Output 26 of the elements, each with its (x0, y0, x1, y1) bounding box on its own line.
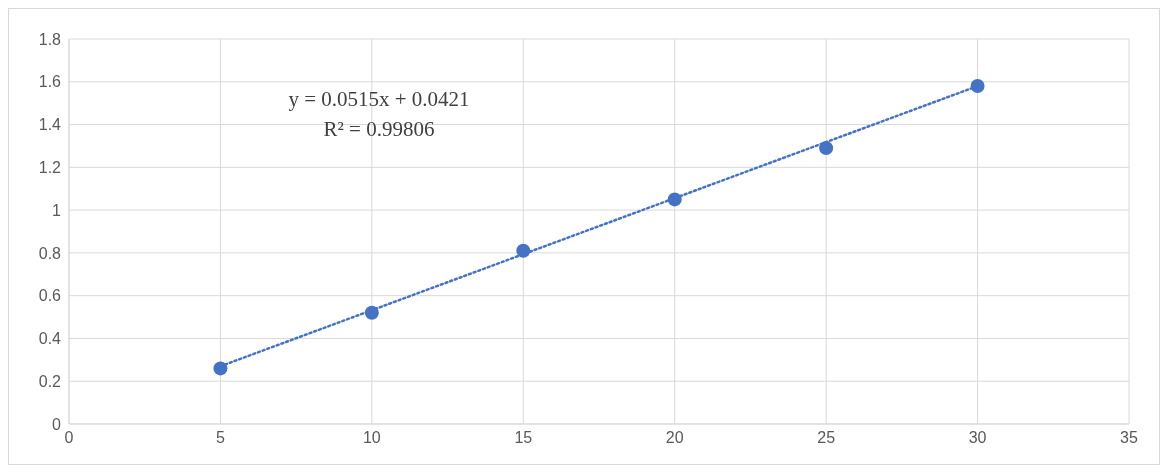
x-tick-label: 25 (817, 429, 836, 447)
x-tick-label: 30 (968, 429, 987, 447)
x-tick-label: 15 (514, 429, 533, 447)
annotation: y = 0.0515x + 0.0421 (287, 87, 471, 112)
point (819, 141, 834, 156)
y-tick-label: 0 (52, 415, 62, 433)
y-tick-label: 1.2 (38, 159, 62, 177)
x-tick-label: 5 (215, 429, 225, 447)
x-tick-label: 10 (362, 429, 381, 447)
annotation: R² = 0.99806 (322, 117, 436, 142)
y-tick-label: 0.4 (38, 330, 62, 348)
y-tick-label: 1.6 (38, 73, 62, 91)
y-tick-label: 0.8 (38, 244, 62, 262)
y-tick-label: 1.4 (38, 116, 62, 134)
y-tick-label: 1 (52, 201, 62, 219)
x-tick-label: 35 (1120, 429, 1138, 447)
y-tick-label: 0.6 (38, 287, 62, 305)
point (667, 192, 682, 207)
point (213, 361, 228, 376)
x-tick-label: 20 (665, 429, 684, 447)
point (516, 243, 531, 258)
point (364, 305, 379, 320)
x-tick-label: 0 (64, 429, 74, 447)
y-tick-label: 0.2 (38, 372, 62, 390)
y-tick-label: 1.8 (38, 30, 62, 48)
point (970, 79, 985, 94)
